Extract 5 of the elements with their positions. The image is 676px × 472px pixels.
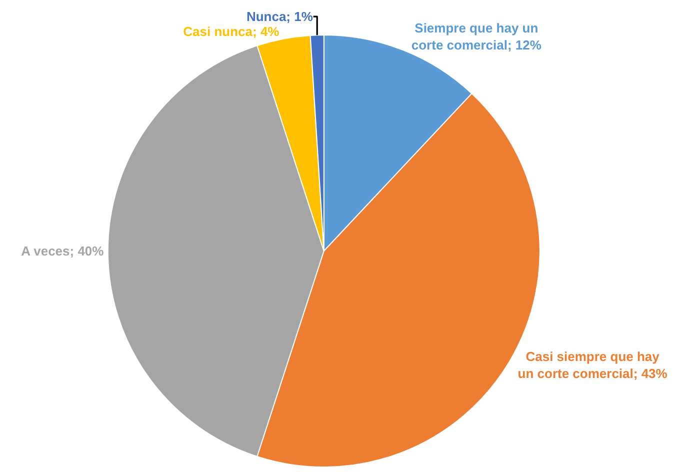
slice-label: Casi nunca; 4%	[183, 24, 280, 40]
slice-label: Nunca; 1%	[246, 9, 314, 24]
slice-label: Siempre que hay un corte comercial; 12%	[411, 20, 542, 52]
slice-label: Casi siempre que hay un corte comercial; 43%	[518, 349, 668, 382]
slice-label: A veces; 40%	[21, 244, 104, 259]
